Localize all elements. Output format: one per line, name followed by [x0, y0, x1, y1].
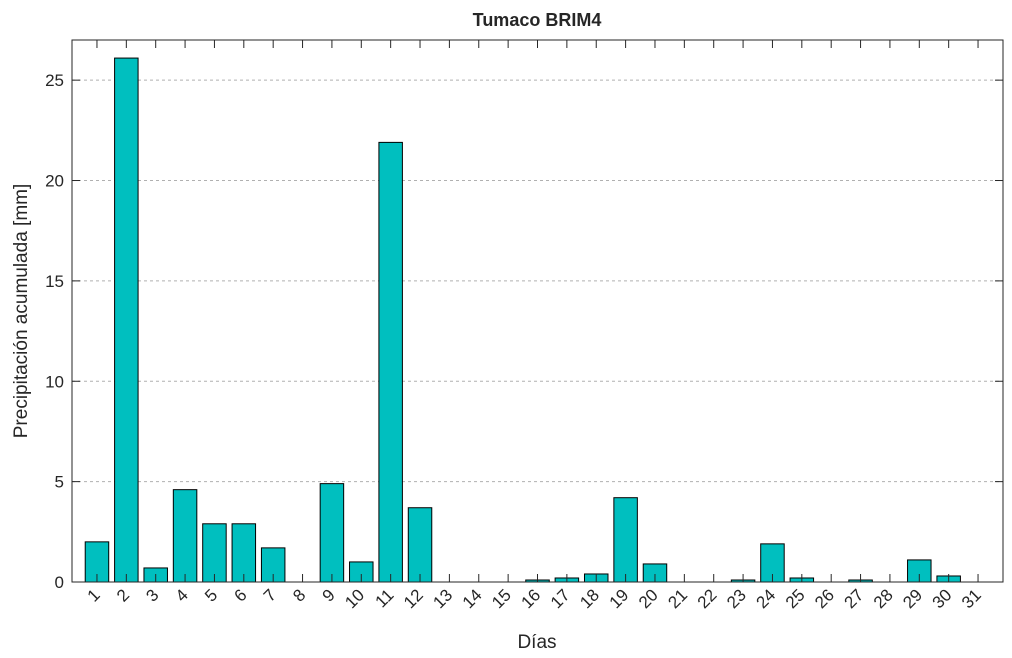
bar [172, 489, 198, 583]
x-tick-label: 29 [899, 585, 926, 612]
bar [231, 523, 257, 583]
x-tick-label: 16 [518, 585, 545, 612]
x-tick-label: 18 [576, 585, 603, 612]
y-tick-label: 0 [55, 573, 64, 592]
y-tick-label: 10 [45, 372, 64, 391]
x-tick-label: 6 [231, 585, 251, 605]
x-tick-label: 14 [459, 585, 486, 612]
x-tick-label: 21 [664, 585, 691, 612]
bar [378, 141, 403, 583]
x-tick-label: 7 [260, 585, 280, 605]
bar [319, 483, 345, 583]
x-axis-label: Días [517, 632, 556, 653]
x-tick-label: 2 [113, 585, 133, 605]
x-tick-label: 20 [635, 585, 662, 612]
bar [613, 497, 638, 583]
x-tick-label: 12 [400, 585, 427, 612]
bar [114, 57, 139, 583]
x-tick-label: 13 [429, 585, 456, 612]
bar [202, 523, 227, 583]
x-tick-label: 9 [319, 585, 339, 605]
x-tick-label: 26 [811, 585, 838, 612]
x-tick-label: 1 [84, 585, 104, 605]
x-tick-label: 4 [172, 585, 192, 605]
x-tick-label: 5 [201, 585, 221, 605]
x-tick-label: 17 [547, 585, 574, 612]
y-tick-label: 20 [45, 172, 64, 191]
x-tick-label: 15 [488, 585, 515, 612]
y-tick-label: 5 [55, 473, 64, 492]
y-tick-label: 15 [45, 272, 64, 291]
bar [407, 507, 433, 583]
x-tick-label: 28 [870, 585, 897, 612]
x-tick-label: 25 [782, 585, 809, 612]
chart-title: Tumaco BRIM4 [473, 10, 602, 30]
x-tick-label: 24 [752, 585, 779, 612]
x-tick-label: 23 [723, 585, 750, 612]
x-tick-label: 8 [289, 585, 309, 605]
x-tick-label: 22 [694, 585, 721, 612]
x-tick-label: 30 [929, 585, 956, 612]
x-tick-label: 27 [841, 585, 868, 612]
x-tick-label: 19 [606, 585, 633, 612]
y-axis-label: Precipitación acumulada [mm] [11, 184, 32, 439]
x-tick-label: 31 [958, 585, 985, 612]
x-tick-label: 3 [142, 585, 162, 605]
plot-frame [71, 39, 1004, 583]
x-tick-label: 11 [372, 585, 398, 611]
y-tick-label: 25 [45, 71, 64, 90]
x-tick-label: 10 [341, 585, 368, 612]
